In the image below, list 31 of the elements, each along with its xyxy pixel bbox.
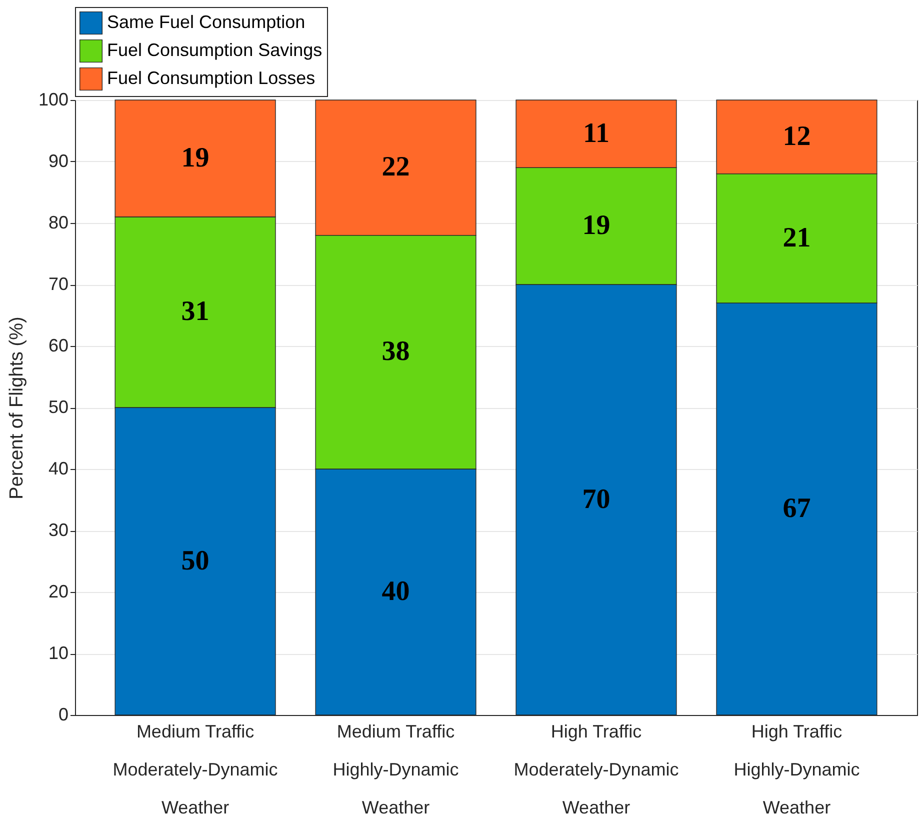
data-label: 50 bbox=[181, 545, 210, 576]
data-label: 19 bbox=[582, 210, 610, 242]
data-label: 31 bbox=[181, 296, 210, 328]
legend-label: Same Fuel Consumption bbox=[107, 12, 306, 32]
x-tick-label: High Traffic Moderately-Dynamic Weather bbox=[514, 722, 679, 818]
data-label: 12 bbox=[782, 120, 811, 152]
y-tick-label: 90 bbox=[48, 151, 68, 171]
y-axis-title: Percent of Flights (%) bbox=[6, 316, 28, 500]
legend-label: Fuel Consumption Losses bbox=[107, 68, 316, 88]
data-label: 22 bbox=[382, 152, 410, 183]
data-label: 19 bbox=[181, 142, 210, 174]
legend-label: Fuel Consumption Savings bbox=[107, 40, 322, 60]
x-tick-label: Medium Traffic Moderately-Dynamic Weather bbox=[112, 722, 278, 818]
data-label: 38 bbox=[382, 336, 410, 368]
y-tick-label: 40 bbox=[48, 458, 68, 478]
y-tick-label: 100 bbox=[38, 90, 68, 110]
y-tick-label: 0 bbox=[58, 704, 68, 724]
data-label: 40 bbox=[382, 576, 410, 607]
data-label: 70 bbox=[582, 484, 610, 515]
data-label: 67 bbox=[782, 492, 811, 524]
y-tick-label: 80 bbox=[48, 212, 68, 232]
data-label: 11 bbox=[583, 118, 610, 149]
x-tick-label: High Traffic Highly-Dynamic Weather bbox=[734, 722, 860, 818]
y-tick-label: 20 bbox=[48, 582, 68, 602]
y-tick-label: 70 bbox=[48, 274, 68, 294]
y-tick-label: 50 bbox=[48, 397, 68, 417]
y-tick-label: 10 bbox=[48, 643, 68, 663]
y-tick-label: 30 bbox=[48, 520, 68, 540]
x-tick-label: Medium Traffic Highly-Dynamic Weather bbox=[332, 722, 459, 818]
data-label: 21 bbox=[782, 222, 811, 254]
y-tick-label: 60 bbox=[48, 336, 68, 356]
